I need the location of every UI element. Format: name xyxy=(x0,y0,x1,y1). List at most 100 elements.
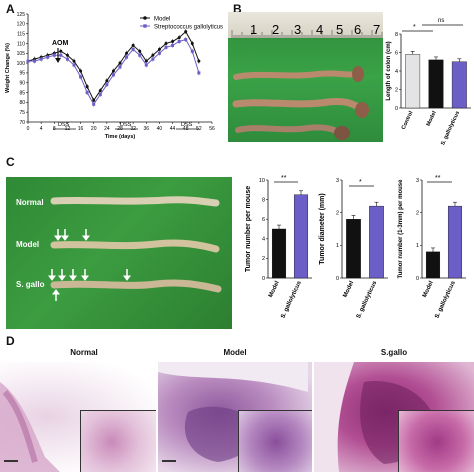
category-label: Model xyxy=(343,280,356,299)
tumor-colon-photo: Normal Model S. gallo xyxy=(6,177,232,329)
y-tick-label: 6 xyxy=(262,217,265,223)
bar-model xyxy=(425,251,441,279)
data-point-gallo xyxy=(111,73,115,77)
histology-model-inset xyxy=(238,410,312,472)
cecum-1 xyxy=(352,66,364,82)
weight-change-chart: 7075808590951001051101151201250481216202… xyxy=(5,12,223,140)
data-point-model xyxy=(131,43,135,47)
category-label: Model xyxy=(268,280,281,299)
bar-s-gallolyticus xyxy=(369,205,384,279)
colon-photo: 1 2 3 4 5 6 7 xyxy=(228,12,383,142)
histology-normal-inset xyxy=(80,410,156,472)
y-axis-label: Weight Change (%) xyxy=(5,43,11,93)
data-point-gallo xyxy=(65,57,69,61)
data-point-gallo xyxy=(144,63,148,67)
tumor-arrow-icon xyxy=(81,269,89,281)
colon-sgallo xyxy=(50,279,222,293)
bar-model xyxy=(346,219,361,279)
sig-colon-control-vs-model: * xyxy=(413,24,416,31)
data-point-gallo xyxy=(151,57,155,61)
y-tick-label: 8 xyxy=(262,197,265,203)
data-point-gallo xyxy=(46,55,50,59)
colon-sample-2 xyxy=(232,98,364,112)
category-label: S. gallolyticus xyxy=(356,280,379,320)
bar-s-gallolyticus xyxy=(447,205,463,279)
tumor-arrow-icon xyxy=(61,229,69,241)
data-point-gallo xyxy=(33,59,37,63)
tumor-arrow-icon xyxy=(82,229,90,241)
data-point-model xyxy=(177,36,181,40)
panel-label-b: B xyxy=(233,2,242,16)
tumor-arrow-icon xyxy=(58,269,66,281)
tumor-arrow-icon xyxy=(54,229,62,241)
data-point-gallo xyxy=(125,55,129,59)
colon-sample-1 xyxy=(233,70,357,80)
histology-sgallo xyxy=(314,362,474,472)
y-axis-label: Tumor diameter (mm) xyxy=(319,193,326,264)
y-tick-label: 90 xyxy=(19,81,25,87)
x-tick-label: 4 xyxy=(40,126,43,132)
data-point-gallo xyxy=(72,63,76,67)
ruler-number-7: 7 xyxy=(373,22,380,37)
sig-tumor-diameter: * xyxy=(359,179,362,186)
data-point-model xyxy=(65,53,69,57)
legend-label-gallo: Streptococcus gallolyticus xyxy=(154,25,223,31)
category-label: Control xyxy=(401,110,415,131)
data-point-gallo xyxy=(79,75,83,79)
y-tick-label: 70 xyxy=(19,120,25,126)
data-point-model xyxy=(59,49,63,53)
bar-control xyxy=(405,54,421,109)
data-point-gallo xyxy=(39,57,43,61)
tumor-arrow-icon xyxy=(48,269,56,281)
x-tick-label: 20 xyxy=(91,126,97,132)
histology-title-model: Model xyxy=(223,348,247,357)
ruler-number-3: 3 xyxy=(294,22,301,37)
y-tick-label: 0 xyxy=(416,276,419,282)
category-label: S. gallolyticus xyxy=(440,110,461,146)
dss-label-3: DSS xyxy=(181,122,193,128)
tumor-1-3mm-chart: 0 1 2 3 Model S. gallolyticus Tumor number (1-… xyxy=(398,175,466,320)
histology-title-sgallo: S.gallo xyxy=(380,348,408,357)
tumor-arrow-icon xyxy=(52,289,60,301)
data-point-gallo xyxy=(138,53,142,57)
x-tick-label: 44 xyxy=(170,126,176,132)
y-tick-label: 85 xyxy=(19,90,25,96)
y-tick-label: 110 xyxy=(17,41,25,47)
legend-marker-gallo xyxy=(143,24,147,28)
ruler-number-5: 5 xyxy=(336,22,343,37)
row-label-normal: Normal xyxy=(16,198,44,207)
data-point-model xyxy=(92,98,96,102)
data-point-model xyxy=(105,79,109,83)
y-tick-label: 2 xyxy=(262,256,265,262)
ruler-number-1: 1 xyxy=(250,22,257,37)
x-tick-label: 16 xyxy=(78,126,84,132)
data-point-model xyxy=(164,41,168,45)
tumor-arrow-icon xyxy=(123,269,131,281)
y-tick-label: 2 xyxy=(336,210,339,216)
y-tick-label: 3 xyxy=(336,178,339,184)
y-tick-label: 6 xyxy=(395,50,398,56)
data-point-model xyxy=(72,59,76,63)
x-tick-label: 40 xyxy=(157,126,163,132)
data-point-gallo xyxy=(118,65,122,69)
x-tick-label: 36 xyxy=(144,126,150,132)
y-tick-label: 3 xyxy=(416,178,419,184)
data-point-model xyxy=(85,85,89,89)
x-axis-label: Time (days) xyxy=(105,134,136,140)
histology-sgallo-inset xyxy=(398,410,474,472)
data-point-model xyxy=(184,30,188,34)
category-label: Model xyxy=(422,280,435,299)
ruler-number-2: 2 xyxy=(272,22,279,37)
data-point-gallo xyxy=(52,53,56,57)
data-point-gallo xyxy=(92,102,96,106)
y-tick-label: 0 xyxy=(395,106,398,112)
category-label: Model xyxy=(426,110,438,127)
colon-length-chart: 0 2 4 6 8 Control Model S. gallolyticus Length o… xyxy=(386,18,471,146)
data-point-gallo xyxy=(59,53,63,57)
data-point-gallo xyxy=(105,83,109,87)
data-point-gallo xyxy=(131,47,135,51)
y-tick-label: 10 xyxy=(259,178,265,184)
y-axis-label: Tumor number per mouse xyxy=(245,186,252,272)
category-label: S. gallolyticus xyxy=(434,280,457,320)
histology-model xyxy=(158,362,312,472)
